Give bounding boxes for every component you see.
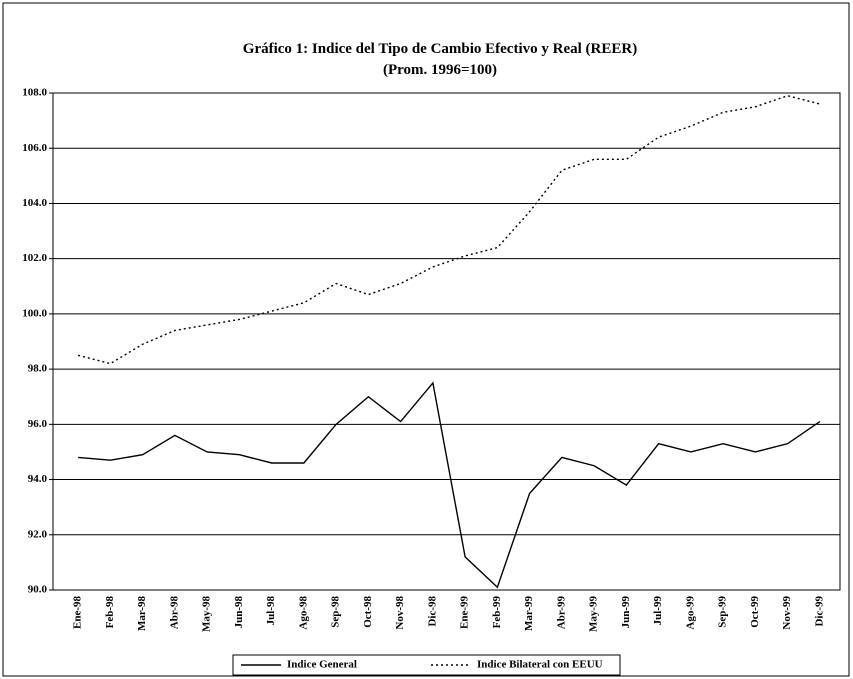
legend-box — [232, 654, 621, 676]
x-tick-label: Jul-99 — [652, 596, 664, 626]
y-tick-label: 96.0 — [28, 418, 48, 430]
x-tick-label: Abr-98 — [168, 596, 180, 630]
x-tick-label: Jun-98 — [233, 596, 245, 629]
x-tick-label: Sep-98 — [330, 596, 342, 628]
x-tick-label: May-98 — [201, 596, 213, 633]
x-tick-label: Mar-99 — [523, 596, 535, 632]
x-tick-label: Mar-98 — [136, 596, 148, 632]
line-series — [77, 95, 821, 365]
x-tick-label: Dic-98 — [426, 596, 438, 627]
x-tick-label: Abr-99 — [555, 596, 567, 630]
x-tick-label: Ago-98 — [297, 596, 309, 630]
legend-label: Indice Bilateral con EEUU — [477, 659, 603, 671]
x-tick-label: Dic-99 — [813, 596, 825, 627]
y-tick-label: 92.0 — [28, 528, 48, 540]
x-tick-label: Ago-99 — [684, 596, 696, 630]
x-tick-label: May-99 — [588, 596, 600, 633]
x-tick-label: Oct-99 — [749, 596, 761, 628]
chart-title: Gráfico 1: Indice del Tipo de Cambio Efe… — [243, 41, 637, 57]
legend-label: Indice General — [287, 659, 357, 671]
x-tick-label: Feb-98 — [104, 596, 116, 629]
x-tick-label: Sep-99 — [717, 596, 729, 628]
y-tick-label: 104.0 — [22, 197, 47, 209]
y-tick-label: 100.0 — [22, 307, 47, 319]
chart-subtitle: (Prom. 1996=100) — [383, 62, 497, 78]
y-tick-label: 108.0 — [22, 87, 47, 99]
x-tick-label: Feb-99 — [491, 596, 503, 629]
line-series — [78, 381, 821, 589]
y-tick-label: 98.0 — [28, 363, 48, 375]
x-tick-label: Jun-99 — [620, 596, 632, 629]
y-tick-label: 106.0 — [22, 142, 47, 154]
x-tick-label: Ene-99 — [459, 596, 471, 630]
x-tick-label: Ene-98 — [72, 596, 84, 630]
y-tick-label: 102.0 — [22, 252, 47, 264]
y-tick-label: 90.0 — [28, 584, 48, 596]
x-tick-label: Oct-98 — [362, 596, 374, 628]
x-tick-label: Nov-98 — [394, 596, 406, 630]
x-tick-label: Nov-99 — [781, 596, 793, 630]
x-tick-label: Jul-98 — [265, 596, 277, 626]
plot-area — [52, 92, 841, 591]
y-tick-label: 94.0 — [28, 473, 48, 485]
